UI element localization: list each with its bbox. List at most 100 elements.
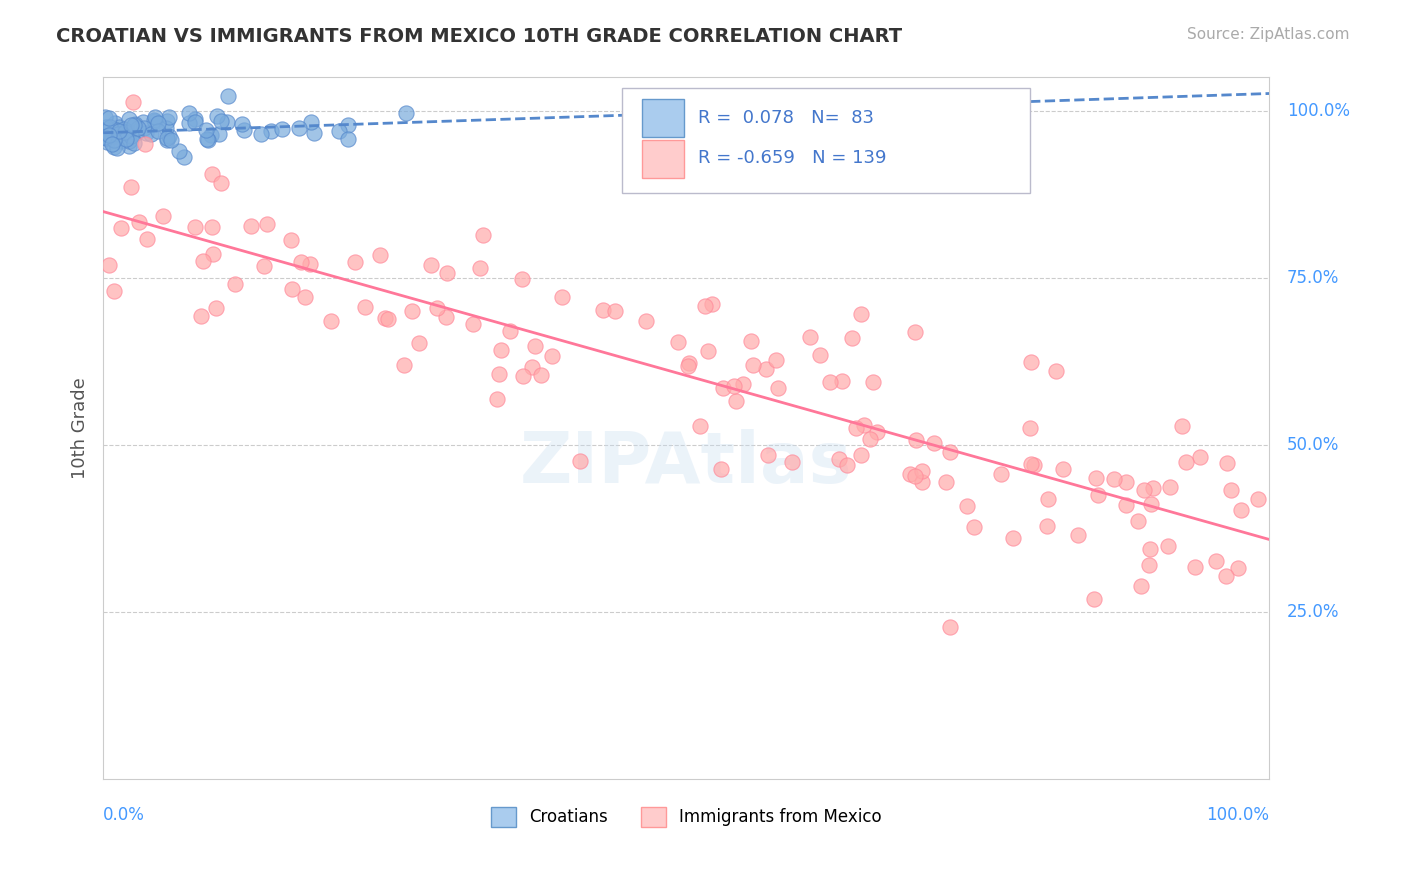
Point bbox=[818, 376, 841, 390]
Point bbox=[336, 132, 359, 146]
Text: 25.0%: 25.0% bbox=[1286, 603, 1340, 621]
Point bbox=[1140, 497, 1163, 511]
Point bbox=[898, 467, 921, 482]
Point bbox=[676, 359, 699, 373]
Point bbox=[436, 266, 458, 280]
Text: 75.0%: 75.0% bbox=[1286, 268, 1340, 287]
Point bbox=[232, 123, 254, 137]
Point bbox=[121, 179, 143, 194]
Point bbox=[294, 290, 316, 304]
Point bbox=[97, 128, 120, 142]
Point bbox=[512, 368, 534, 383]
Point bbox=[1139, 541, 1161, 556]
Point bbox=[939, 620, 962, 634]
Point bbox=[96, 135, 118, 149]
Point bbox=[205, 301, 228, 316]
Point bbox=[486, 392, 509, 407]
Point bbox=[288, 120, 311, 135]
Point bbox=[183, 220, 205, 235]
Point bbox=[1216, 456, 1239, 470]
Point bbox=[1227, 560, 1250, 574]
Point bbox=[260, 124, 283, 138]
Point bbox=[1215, 569, 1237, 583]
Point bbox=[191, 254, 214, 268]
Point bbox=[1170, 418, 1192, 433]
Point bbox=[1104, 472, 1126, 486]
Point bbox=[852, 418, 875, 433]
Point bbox=[117, 112, 139, 126]
Point bbox=[143, 113, 166, 128]
Point bbox=[112, 122, 135, 136]
Point bbox=[849, 307, 872, 321]
Point bbox=[97, 128, 120, 143]
Text: 0.0%: 0.0% bbox=[103, 805, 145, 823]
Point bbox=[290, 255, 312, 269]
Point bbox=[121, 95, 143, 110]
Point bbox=[93, 110, 115, 124]
Point bbox=[200, 128, 222, 142]
Point bbox=[828, 451, 851, 466]
Point bbox=[724, 393, 747, 408]
Point bbox=[541, 349, 564, 363]
FancyBboxPatch shape bbox=[643, 99, 683, 137]
Point bbox=[280, 233, 302, 247]
Point bbox=[710, 462, 733, 476]
Point bbox=[756, 448, 779, 462]
Point bbox=[666, 334, 689, 349]
Point bbox=[766, 381, 789, 395]
Point bbox=[107, 141, 129, 155]
Point bbox=[114, 125, 136, 139]
Point bbox=[142, 112, 165, 127]
Point bbox=[377, 312, 399, 326]
Point bbox=[922, 436, 945, 450]
Point bbox=[115, 132, 138, 146]
Point bbox=[104, 121, 127, 136]
Point bbox=[156, 130, 179, 145]
Point bbox=[120, 128, 142, 143]
Point bbox=[741, 358, 763, 372]
Point bbox=[845, 421, 868, 435]
Point bbox=[488, 367, 510, 381]
Point bbox=[256, 218, 278, 232]
Point bbox=[132, 120, 155, 135]
Point bbox=[270, 122, 292, 136]
Point bbox=[1130, 579, 1153, 593]
Point bbox=[550, 290, 572, 304]
Point bbox=[1157, 539, 1180, 553]
Point bbox=[956, 500, 979, 514]
Point bbox=[755, 362, 778, 376]
Point bbox=[1219, 483, 1241, 498]
Point bbox=[124, 117, 146, 131]
Point bbox=[636, 314, 658, 328]
Point bbox=[120, 118, 142, 132]
Point bbox=[851, 448, 873, 462]
Point bbox=[94, 120, 117, 135]
Point bbox=[603, 304, 626, 318]
Point bbox=[197, 133, 219, 147]
Point bbox=[302, 126, 325, 140]
Point bbox=[190, 309, 212, 323]
Point bbox=[799, 329, 821, 343]
Point bbox=[1142, 481, 1164, 495]
Point bbox=[183, 114, 205, 128]
Point bbox=[143, 110, 166, 124]
Point bbox=[156, 114, 179, 128]
Point bbox=[135, 127, 157, 141]
Point bbox=[835, 458, 858, 473]
Point bbox=[125, 126, 148, 140]
Point bbox=[179, 115, 201, 129]
Text: CROATIAN VS IMMIGRANTS FROM MEXICO 10TH GRADE CORRELATION CHART: CROATIAN VS IMMIGRANTS FROM MEXICO 10TH … bbox=[56, 27, 903, 45]
Point bbox=[98, 258, 121, 272]
Point bbox=[177, 106, 200, 120]
Point bbox=[1230, 503, 1253, 517]
Point bbox=[678, 355, 700, 369]
Text: R = -0.659   N = 139: R = -0.659 N = 139 bbox=[697, 149, 886, 167]
Point bbox=[201, 220, 224, 235]
Point bbox=[1001, 531, 1024, 545]
Point bbox=[328, 124, 350, 138]
Text: R =  0.078   N=  83: R = 0.078 N= 83 bbox=[697, 109, 875, 128]
Point bbox=[157, 110, 180, 124]
FancyBboxPatch shape bbox=[621, 88, 1031, 194]
Point bbox=[105, 125, 128, 139]
Point bbox=[841, 331, 863, 345]
